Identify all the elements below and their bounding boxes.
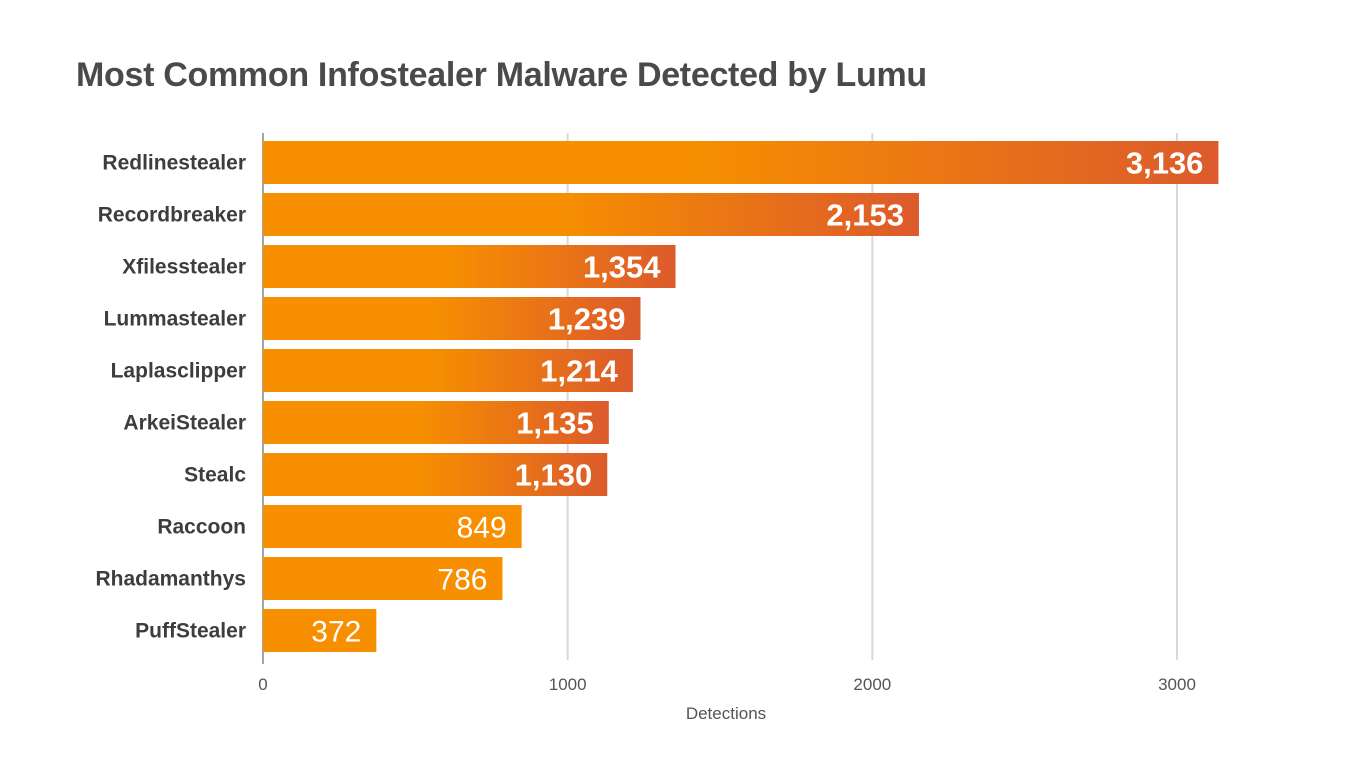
x-tick-label: 1000	[549, 675, 587, 694]
category-label: Lummastealer	[104, 308, 246, 331]
data-label: 372	[311, 616, 361, 649]
bar	[263, 609, 377, 652]
category-label: Rhadamanthys	[95, 568, 246, 591]
category-label: Raccoon	[157, 516, 246, 539]
x-tick-label: 0	[258, 675, 267, 694]
bar	[263, 245, 676, 288]
category-label: Redlinestealer	[102, 152, 246, 175]
category-label: Xfilesstealer	[122, 256, 246, 279]
bar	[263, 453, 608, 496]
bar	[263, 401, 609, 444]
category-label: Recordbreaker	[98, 204, 246, 227]
bar	[263, 297, 641, 340]
category-label: ArkeiStealer	[123, 412, 246, 435]
data-label: 1,214	[540, 354, 618, 389]
bar	[263, 505, 522, 548]
bar	[263, 141, 1219, 184]
data-label: 1,239	[548, 302, 626, 337]
chart-title: Most Common Infostealer Malware Detected…	[76, 56, 927, 94]
bar	[263, 349, 633, 392]
data-label: 849	[457, 512, 507, 545]
bar	[263, 193, 919, 236]
data-label: 1,135	[516, 406, 594, 441]
data-label: 786	[437, 564, 487, 597]
data-label: 3,136	[1126, 146, 1204, 181]
x-tick-label: 2000	[853, 675, 891, 694]
category-label: PuffStealer	[135, 620, 246, 643]
category-label: Laplasclipper	[111, 360, 246, 383]
bar	[263, 557, 503, 600]
data-label: 2,153	[826, 198, 904, 233]
category-label: Stealc	[184, 464, 246, 487]
x-tick-label: 3000	[1158, 675, 1196, 694]
data-label: 1,130	[515, 458, 593, 493]
x-axis-title: Detections	[686, 704, 766, 723]
data-label: 1,354	[583, 250, 661, 285]
